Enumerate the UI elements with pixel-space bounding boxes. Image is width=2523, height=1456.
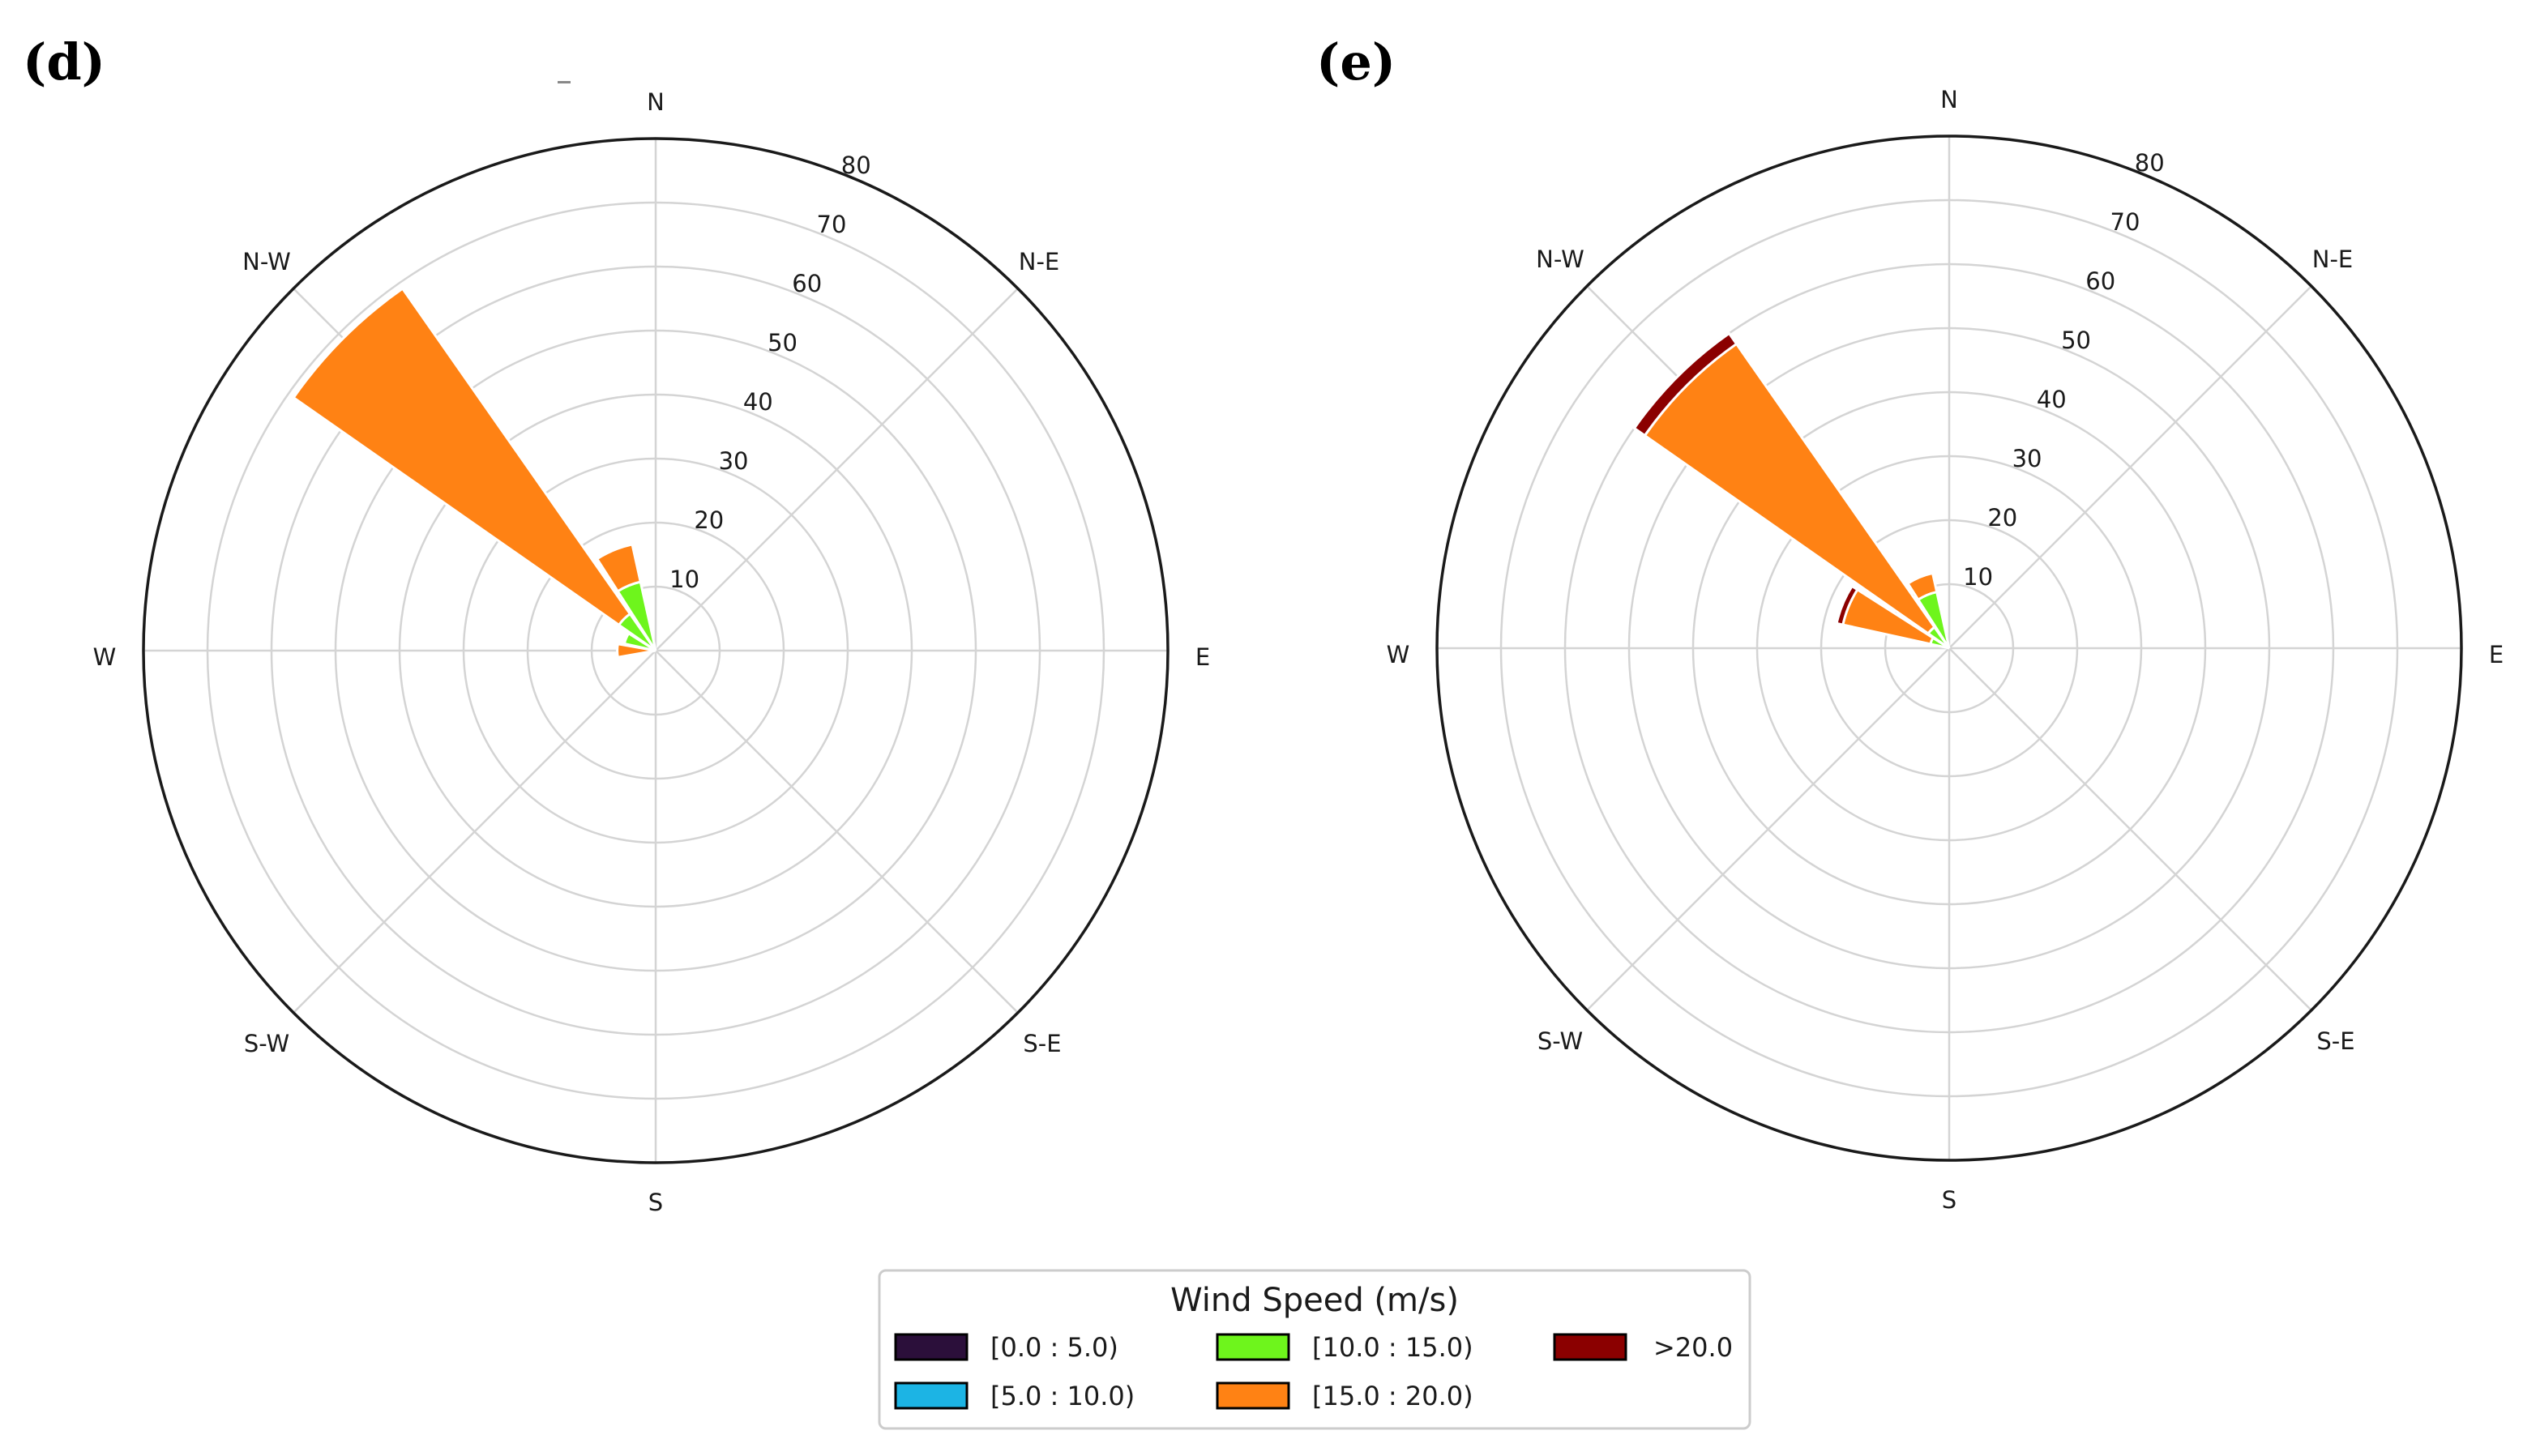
direction-label: S-W [1537,1027,1583,1055]
legend: Wind Speed (m/s) [0.0 : 5.0) [5.0 : 10.0… [878,1269,1751,1430]
legend-entry: [10.0 : 15.0) [1216,1332,1473,1363]
legend-entry: [0.0 : 5.0) [894,1332,1118,1363]
windrose-bar-segment [616,642,656,660]
radial-tick-label: 30 [2012,445,2042,472]
legend-box [878,1269,1751,1430]
direction-label: W [93,643,117,671]
radial-tick-label: 10 [1963,563,1993,591]
windrose-bar-segment [292,287,632,627]
radial-tick-label: 40 [743,388,773,416]
direction-label: E [1195,643,1210,671]
radial-tick-label: 60 [792,270,822,297]
radial-tick-label: 20 [694,506,724,534]
direction-label: N [1940,86,1958,113]
wind-rose-panel-d: (d) N N-E E S-E S S-W W N-W 10 20 30 40 50 60 70 80 [23,32,1210,1216]
direction-label: W [1387,641,1410,668]
direction-label: S [1942,1186,1956,1214]
direction-label: N-E [1019,248,1059,275]
radial-tick-label: 30 [719,447,749,475]
direction-label: S-E [1023,1030,1061,1057]
wind-rose-panel-e: (e) N N-E E S-E S S-W W N-W 10 20 30 40 50 60 70 80 [1316,32,2504,1214]
legend-swatch [1216,1333,1290,1361]
legend-title: Wind Speed (m/s) [1170,1282,1459,1319]
direction-label: N-W [1536,246,1584,273]
windrose-bar-segment [1643,342,1936,635]
radial-tick-label: 20 [1987,504,2017,532]
legend-swatch [1553,1333,1627,1361]
legend-label: [15.0 : 20.0) [1312,1381,1473,1411]
direction-label: N [647,88,665,116]
polar-frame [142,137,1170,1164]
legend-swatch [1216,1381,1290,1410]
angular-gridline [1948,647,2312,1011]
radial-tick-label: 70 [817,211,847,238]
direction-label: S-E [2316,1027,2354,1055]
legend-label: [10.0 : 15.0) [1312,1332,1473,1363]
angular-gridline [293,650,656,1014]
polar-frame [1435,134,2463,1162]
radial-tick-label: 50 [2061,327,2091,354]
legend-entry: [5.0 : 10.0) [894,1381,1135,1411]
legend-label: >20.0 [1653,1332,1733,1363]
small-dash-mark [558,81,571,83]
radial-tick-label: 60 [2085,267,2115,295]
radial-tick-label: 80 [841,152,871,179]
radial-tick-label: 50 [768,329,798,357]
windrose-bar-segment [1632,331,1738,438]
angular-gridline [1586,647,1950,1011]
direction-label: N-E [2312,246,2353,273]
panel-label: (e) [1316,32,1396,92]
radial-tick-label: 80 [2135,149,2165,177]
windrose-bar-segment [595,543,643,593]
radial-tick-label: 10 [669,566,699,593]
legend-entry: >20.0 [1553,1332,1733,1363]
windrose-bar-segment [1835,584,1859,626]
legend-swatch [894,1333,969,1361]
legend-swatch [894,1381,969,1410]
direction-label: S [648,1189,663,1216]
radial-tick-label: 40 [2037,386,2067,413]
direction-label: E [2489,641,2504,668]
panel-label: (d) [23,32,105,92]
windrose-bar-segment [622,631,656,652]
direction-label: N-W [242,248,291,275]
legend-label: [0.0 : 5.0) [990,1332,1118,1363]
windrose-bar-segment [1905,571,1939,602]
angular-gridline [655,288,1019,651]
angular-gridline [1948,285,2312,649]
angular-gridline [655,650,1019,1014]
legend-label: [5.0 : 10.0) [990,1381,1135,1411]
direction-label: S-W [244,1030,289,1057]
legend-entry: [15.0 : 20.0) [1216,1381,1473,1411]
radial-tick-label: 70 [2110,208,2140,236]
